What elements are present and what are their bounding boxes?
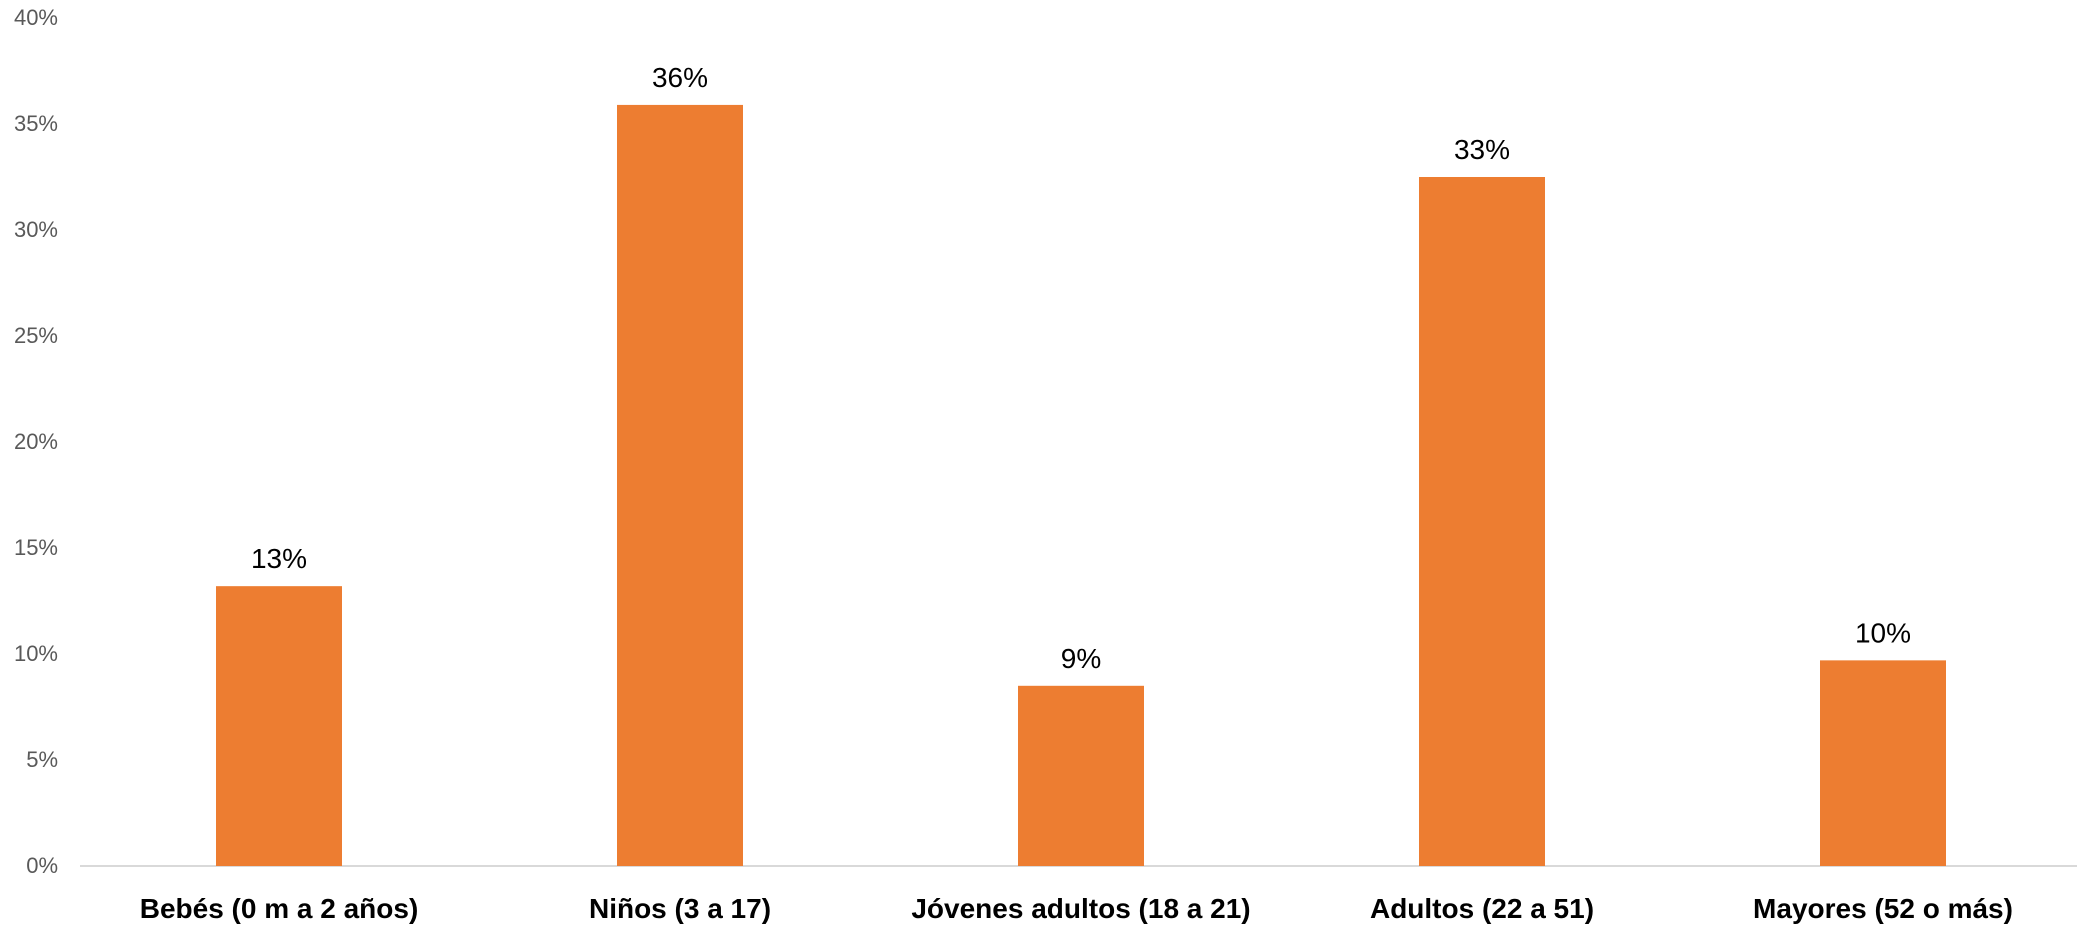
bar (1820, 660, 1946, 866)
data-labels: 13% 36% 9% 33% 10% (251, 62, 1911, 674)
data-label: 33% (1454, 134, 1510, 165)
data-label: 13% (251, 543, 307, 574)
y-axis-tick-labels: 0% 5% 10% 15% 20% 25% 30% 35% 40% (14, 5, 58, 878)
y-tick-label: 25% (14, 323, 58, 348)
bar (1018, 685, 1144, 866)
y-tick-label: 15% (14, 535, 58, 560)
data-label: 10% (1855, 617, 1911, 648)
data-label: 9% (1061, 643, 1101, 674)
category-label: Adultos (22 a 51) (1370, 893, 1594, 924)
y-tick-label: 5% (26, 747, 58, 772)
y-tick-label: 30% (14, 217, 58, 242)
y-tick-label: 0% (26, 853, 58, 878)
y-tick-label: 40% (14, 5, 58, 30)
y-tick-label: 10% (14, 641, 58, 666)
category-label: Niños (3 a 17) (589, 893, 771, 924)
y-tick-label: 20% (14, 429, 58, 454)
x-axis-category-labels: Bebés (0 m a 2 años) Niños (3 a 17) Jóvene… (140, 893, 2013, 924)
y-tick-label: 35% (14, 111, 58, 136)
category-label: Jóvenes adultos (18 a 21) (911, 893, 1250, 924)
bar (1419, 177, 1545, 866)
data-label: 36% (652, 62, 708, 93)
category-label: Bebés (0 m a 2 años) (140, 893, 419, 924)
category-label: Mayores (52 o más) (1753, 893, 2013, 924)
bar (216, 586, 342, 866)
bars (216, 104, 1946, 867)
bar (617, 104, 743, 867)
